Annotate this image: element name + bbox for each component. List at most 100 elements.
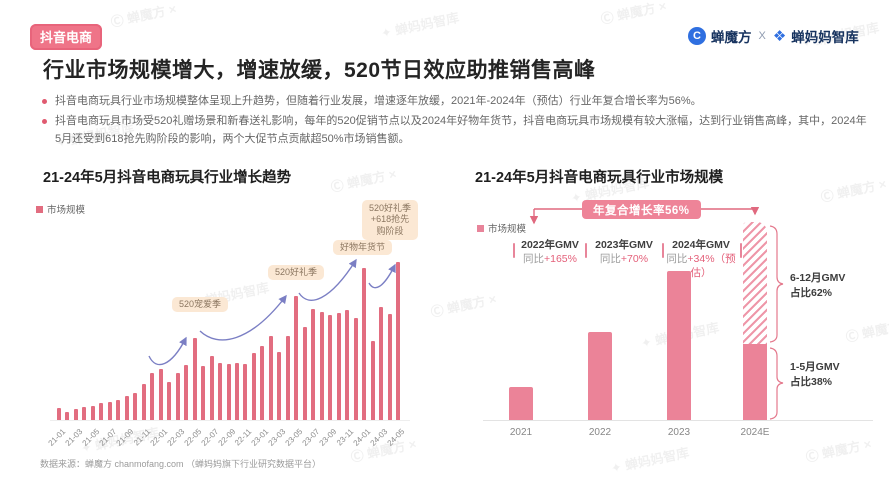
bar — [184, 365, 189, 420]
bar — [311, 309, 316, 420]
bar — [260, 346, 265, 420]
yoy-year: 2023年GMV — [595, 239, 653, 251]
split-label-upper: 6-12月GMV 占比62% — [790, 272, 846, 299]
chanmofang-logo-text: 蝉魔方 — [711, 30, 752, 45]
bar — [243, 364, 248, 420]
right-chart-x-axis — [483, 420, 873, 421]
bar-2024e-hatched-forecast — [743, 222, 767, 344]
bar — [319, 312, 324, 420]
brand-watermark: Ⓒ 蝉魔方 × — [599, 0, 668, 27]
brand-watermark: ✦ 蝉妈妈智库 — [379, 9, 461, 42]
bar — [294, 296, 299, 420]
brand-watermark: ✦ 蝉妈妈智库 — [609, 444, 691, 477]
yoy-value: 同比+70% — [599, 253, 649, 266]
bar — [362, 268, 367, 420]
data-source: 数据来源：蝉魔方 chanmofang.com （蝉妈妈旗下行业研究数据平台） — [40, 459, 322, 469]
bar — [588, 332, 612, 420]
yoy-year: 2022年GMV — [521, 239, 579, 251]
bar — [99, 403, 104, 420]
brand-watermark: Ⓒ 蝉魔方 × — [109, 1, 178, 30]
left-chart-plot — [57, 258, 405, 420]
legend-swatch — [36, 205, 43, 213]
bar — [141, 384, 146, 420]
bar — [124, 396, 129, 420]
chanmofang-logo-icon: C — [688, 27, 706, 45]
bullet-item: 抖音电商玩具市场受520礼赠场景和新春送礼影响，每年的520促销节点以及2024… — [42, 113, 870, 149]
bar — [65, 412, 70, 420]
bar — [370, 341, 375, 420]
annotation-haowu-nianhuo: 好物年货节 — [333, 240, 393, 256]
bar — [218, 363, 223, 420]
brand-logos: C 蝉魔方 X ❖ 蝉妈妈智库 — [688, 26, 859, 46]
bar — [133, 393, 138, 420]
brand-watermark: Ⓒ 蝉魔方 × — [844, 316, 889, 345]
bar — [251, 353, 256, 420]
annotation-520-chongai: 520宠爱季 — [172, 297, 229, 313]
page-title: 行业市场规模增大，增速放缓，520节日效应助推销售高峰 — [43, 59, 596, 82]
bar — [158, 369, 163, 420]
yoy-year: 2024年GMV — [672, 239, 730, 251]
bullet-item: 抖音电商玩具行业市场规模整体呈现上升趋势，但随着行业发展，增速逐年放缓，2021… — [42, 93, 870, 111]
bar — [743, 344, 767, 420]
chanmama-logo-text: 蝉妈妈智库 — [791, 30, 859, 45]
x-tick-label: 2022 — [588, 427, 612, 438]
brand-watermark: Ⓒ 蝉魔方 × — [429, 291, 498, 320]
yoy-separator — [662, 243, 664, 258]
left-chart-legend: 市场规模 — [36, 202, 85, 216]
cagr-banner: 年复合增长率56% — [582, 200, 701, 219]
bar — [90, 406, 95, 420]
left-chart-title: 21-24年5月抖音电商玩具行业增长趋势 — [43, 170, 292, 186]
bar — [336, 313, 341, 420]
annotation-520-haoli: 520好礼季 — [268, 265, 325, 281]
brand-watermark: Ⓒ 蝉魔方 × — [329, 166, 398, 195]
bar — [285, 336, 290, 420]
yoy-separator — [740, 243, 742, 258]
left-chart-x-axis — [50, 420, 410, 421]
bar — [667, 271, 691, 420]
bar — [82, 407, 87, 420]
bar — [379, 307, 384, 420]
chanmama-logo-icon: ❖ — [772, 27, 787, 45]
bar — [57, 408, 61, 420]
bar — [387, 314, 392, 420]
legend-label: 市场规模 — [488, 224, 527, 235]
bar — [268, 336, 273, 420]
bar — [167, 382, 172, 420]
bar — [192, 338, 197, 420]
bullet-text: 抖音电商玩具市场受520礼赠场景和新春送礼影响，每年的520促销节点以及2024… — [55, 114, 867, 145]
yoy-value: 同比+165% — [523, 253, 577, 266]
bar — [107, 402, 112, 420]
split-label-lower: 1-5月GMV 占比38% — [790, 361, 840, 388]
bar — [509, 387, 533, 420]
yoy-2024: 2024年GMV 同比+34%（预估） — [664, 238, 738, 281]
right-chart-title: 21-24年5月抖音电商玩具行业市场规模 — [475, 170, 724, 186]
yoy-2022: 2022年GMV 同比+165% — [517, 238, 583, 266]
bar — [116, 400, 121, 420]
left-chart-tick-labels: 21-01 21-03 21-05 21-07 21-09 21-11 22-01 22-03… — [47, 423, 407, 459]
bar — [209, 356, 214, 420]
bar — [277, 352, 282, 420]
bar — [328, 315, 333, 420]
yoy-value: 同比+34%（预估） — [666, 253, 736, 280]
split-braces — [769, 225, 784, 420]
x-tick-label: 2024E — [740, 427, 770, 438]
brand-watermark: Ⓒ 蝉魔方 × — [819, 176, 888, 205]
legend-label: 市场规模 — [47, 205, 86, 216]
annotation-520-618: 520好礼季+618抢先购阶段 — [362, 200, 418, 240]
bar — [226, 364, 231, 420]
bar — [73, 409, 78, 420]
brand-watermark: Ⓒ 蝉魔方 × — [804, 436, 873, 465]
summary-bullets: 抖音电商玩具行业市场规模整体呈现上升趋势，但随着行业发展，增速逐年放缓，2021… — [42, 93, 870, 150]
bar — [234, 363, 239, 420]
bullet-dot — [42, 99, 47, 104]
bar — [175, 373, 180, 420]
legend-swatch — [477, 224, 484, 232]
bar — [302, 327, 307, 420]
bar — [396, 262, 400, 420]
yoy-separator — [513, 243, 515, 258]
x-tick-label: 2021 — [509, 427, 533, 438]
brand-x-separator: X — [758, 30, 766, 42]
right-chart-legend: 市场规模 — [477, 221, 526, 235]
x-tick-label: 2023 — [667, 427, 691, 438]
